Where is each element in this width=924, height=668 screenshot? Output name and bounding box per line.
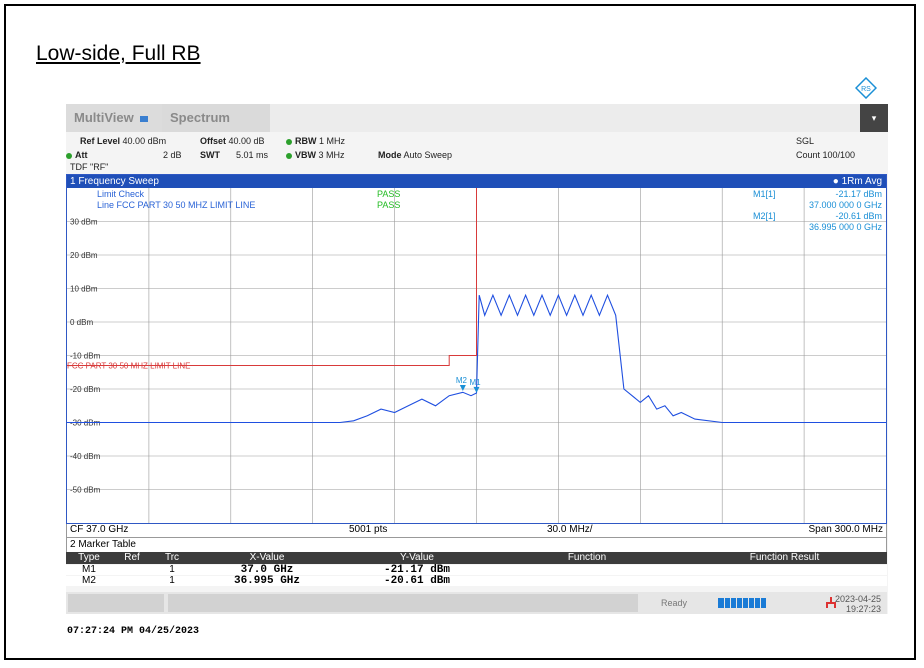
- status-bar: Ready 2023-04-25 19:27:23: [66, 592, 887, 614]
- center-frequency: CF 37.0 GHz: [70, 524, 129, 535]
- page-frame: Low-side, Full RB RS MultiView Spectrum …: [4, 4, 916, 660]
- y-tick-label: -50 dBm: [70, 486, 101, 495]
- row-x-value: 36.995 GHz: [233, 575, 300, 587]
- limit-check-result: PASS: [377, 189, 400, 199]
- marker-readout-level: -21.17 dBm: [835, 189, 882, 199]
- col-y-value: Y-Value: [400, 552, 434, 563]
- ref-level: Ref Level 40.00 dBm: [80, 136, 167, 146]
- marker-table-header: Type Ref Trc X-Value Y-Value Function Fu…: [66, 552, 887, 564]
- row-y-value: -20.61 dBm: [383, 575, 450, 587]
- span: Span 300.0 MHz: [808, 524, 884, 535]
- row-x-value: 37.0 GHz: [240, 564, 294, 576]
- row-type: M1: [82, 564, 96, 575]
- marker-label-m1: M1: [470, 378, 482, 387]
- marker-label-m2: M2: [456, 376, 468, 385]
- marker-readout-name: M2[1]: [753, 211, 776, 221]
- footer-timestamp: 07:27:24 PM 04/25/2023: [67, 626, 200, 637]
- row-type: M2: [82, 575, 96, 586]
- status-date: 2023-04-25: [834, 594, 881, 604]
- y-tick-label: 0 dBm: [70, 318, 93, 327]
- limit-line-result: PASS: [377, 200, 400, 210]
- y-tick-label: 20 dBm: [70, 251, 98, 260]
- status-field-1[interactable]: [68, 594, 164, 612]
- sweep-count: Count 100/100: [796, 150, 856, 160]
- spectrum-analyzer-display: MultiView Spectrum ▾ Ref Level 40.00 dBm…: [66, 104, 888, 614]
- col-function-result: Function Result: [749, 552, 820, 563]
- sgl-label: SGL: [796, 136, 815, 146]
- marker-readout-freq: 37.000 000 0 GHz: [809, 200, 883, 210]
- y-tick-label: -20 dBm: [70, 385, 101, 394]
- att: Att: [66, 150, 88, 160]
- offset: Offset 40.00 dB: [200, 136, 265, 146]
- swt: SWT: [200, 150, 220, 160]
- menu-dropdown-button[interactable]: ▾: [860, 104, 888, 132]
- limit-line-label: Line FCC PART 30 50 MHZ LIMIT LINE: [97, 200, 255, 210]
- marker-m2: [459, 385, 466, 392]
- y-tick-label: 10 dBm: [70, 285, 98, 294]
- y-tick-label: -10 dBm: [70, 352, 101, 361]
- multiview-icon: [139, 115, 148, 122]
- sweep-points: 5001 pts: [349, 524, 388, 535]
- col-x-value: X-Value: [249, 552, 285, 563]
- sweep-mode: Mode Auto Sweep: [378, 150, 453, 160]
- col-function: Function: [567, 552, 607, 563]
- marker-readout-name: M1[1]: [753, 189, 776, 199]
- rbw-coupled-icon: [286, 138, 292, 145]
- att-value: 2 dB: [163, 150, 182, 160]
- svg-text:RS: RS: [861, 86, 871, 93]
- swt-value: 5.01 ms: [236, 150, 269, 160]
- row-trc: 1: [169, 575, 175, 586]
- col-ref: Ref: [124, 552, 140, 563]
- vbw: VBW 3 MHz: [286, 150, 345, 160]
- network-icon: [826, 597, 836, 608]
- tab-bar: MultiView Spectrum ▾: [66, 104, 888, 132]
- status-time: 19:27:23: [845, 604, 881, 614]
- y-tick-label: -40 dBm: [70, 452, 101, 461]
- trace-indicator: ● 1Rm Avg: [832, 176, 882, 187]
- status-datetime: 2023-04-25 19:27:23: [835, 594, 881, 614]
- att-coupled-icon: [66, 152, 72, 159]
- axis-footer: CF 37.0 GHz 5001 pts 30.0 MHz/ Span 300.…: [66, 524, 887, 538]
- vbw-coupled-icon: [286, 152, 292, 159]
- limit-line: [67, 188, 477, 367]
- row-trc: 1: [169, 564, 175, 575]
- page-title: Low-side, Full RB: [36, 42, 201, 65]
- marker-m1: [473, 386, 480, 393]
- trace-line: [67, 293, 886, 424]
- limit-check-label: Limit Check: [97, 189, 145, 199]
- freq-per-div: 30.0 MHz/: [547, 524, 593, 535]
- window-title-bar: 1 Frequency Sweep ● 1Rm Avg: [67, 175, 886, 188]
- col-trc: Trc: [164, 552, 180, 563]
- window-title: 1 Frequency Sweep: [70, 176, 159, 187]
- rbw: RBW 1 MHz: [286, 136, 345, 146]
- tab-multiview[interactable]: MultiView: [66, 104, 162, 132]
- row-y-value: -21.17 dBm: [383, 564, 450, 576]
- rs-logo-icon: RS: [855, 77, 877, 99]
- table-row[interactable]: M2 1 36.995 GHz -20.61 dBm: [66, 575, 887, 587]
- progress-bar: [718, 598, 766, 608]
- table-row[interactable]: M1 1 37.0 GHz -21.17 dBm: [66, 564, 887, 576]
- status-field-2[interactable]: [168, 594, 638, 612]
- frequency-sweep-window[interactable]: 1 Frequency Sweep ● 1Rm Avg 30 dBm 20 dBm…: [66, 174, 887, 524]
- limit-line-tag: FCC PART 30 50 MHZ LIMIT LINE: [67, 362, 190, 371]
- marker-readout-level: -20.61 dBm: [835, 211, 882, 221]
- tdf-label: TDF "RF": [70, 162, 109, 172]
- tab-spectrum[interactable]: Spectrum: [162, 104, 270, 132]
- y-tick-label: 30 dBm: [70, 218, 98, 227]
- marker-table-title: 2 Marker Table: [66, 538, 887, 552]
- marker-readout-freq: 36.995 000 0 GHz: [809, 222, 883, 232]
- ready-status: Ready: [661, 598, 688, 608]
- col-type: Type: [78, 552, 100, 563]
